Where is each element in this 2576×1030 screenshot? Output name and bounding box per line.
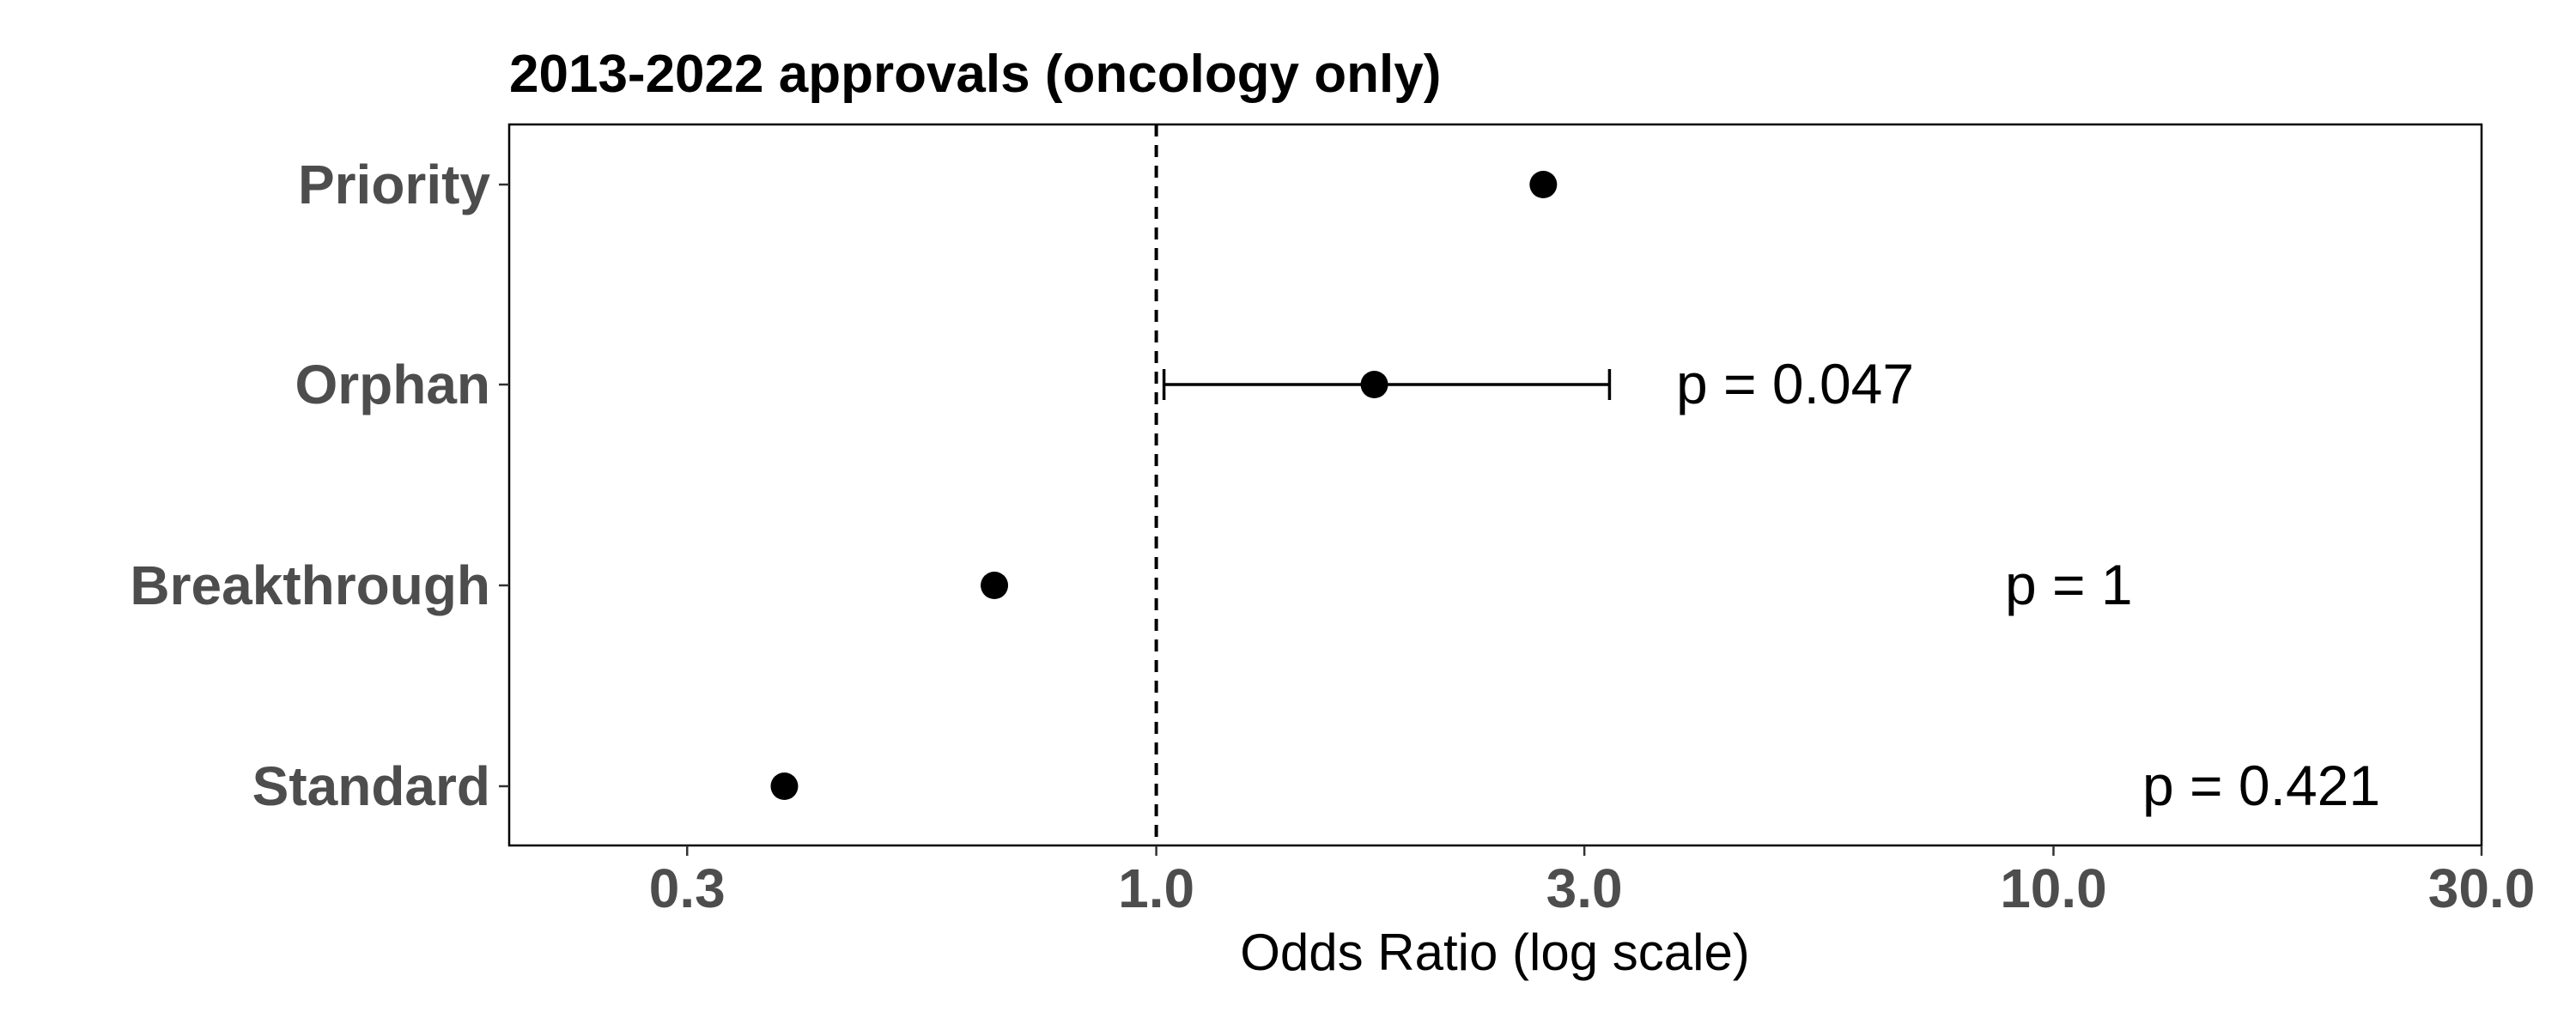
x-tick-label: 3.0 bbox=[1546, 857, 1623, 919]
data-point bbox=[1360, 371, 1388, 398]
x-axis-label: Odds Ratio (log scale) bbox=[1240, 924, 1750, 981]
p-value-label: p = 0.047 bbox=[1676, 352, 1914, 415]
chart-title: 2013-2022 approvals (oncology only) bbox=[509, 45, 1441, 104]
y-tick-label: Breakthrough bbox=[130, 554, 490, 616]
p-value-label: p = 1 bbox=[2005, 553, 2133, 616]
data-point bbox=[981, 572, 1009, 599]
y-tick-label: Standard bbox=[252, 755, 490, 817]
y-tick-label: Orphan bbox=[295, 354, 490, 415]
x-tick-label: 10.0 bbox=[2000, 857, 2107, 919]
data-point bbox=[770, 772, 799, 800]
x-tick-label: 30.0 bbox=[2428, 857, 2536, 919]
x-tick-label: 0.3 bbox=[649, 857, 726, 919]
p-value-label: p = 0.421 bbox=[2142, 754, 2380, 817]
data-point bbox=[1529, 171, 1558, 198]
y-tick-label: Priority bbox=[298, 154, 490, 215]
x-tick-label: 1.0 bbox=[1118, 857, 1194, 919]
plot-panel bbox=[507, 123, 2483, 847]
